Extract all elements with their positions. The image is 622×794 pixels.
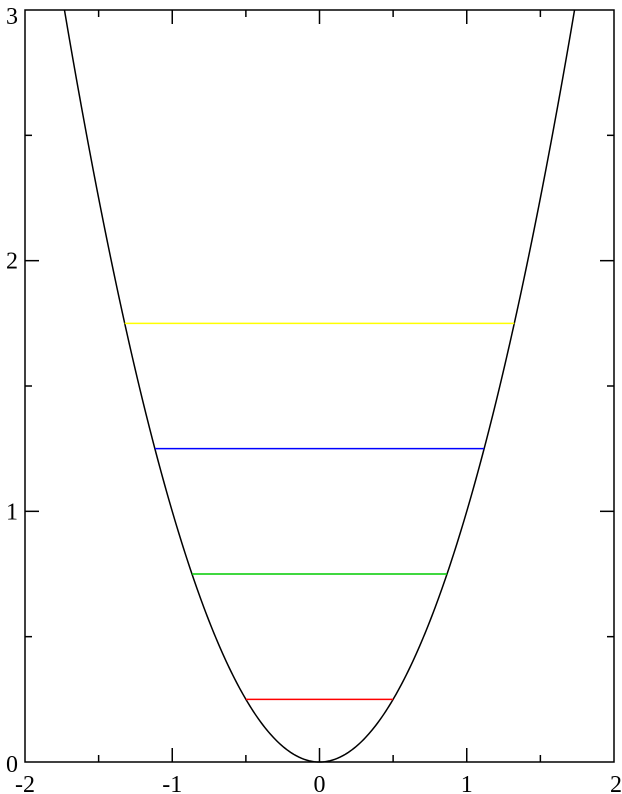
parabola-curve <box>63 9 576 763</box>
x-tick-label: 2 <box>610 772 622 794</box>
x-tick-label: -2 <box>15 772 35 794</box>
y-tick-label: 3 <box>6 4 18 30</box>
x-tick-label: 1 <box>461 772 473 794</box>
y-tick-label: 2 <box>6 249 18 275</box>
y-tick-label: 1 <box>6 499 18 525</box>
x-tick-label: 0 <box>314 772 326 794</box>
plot-frame <box>24 9 615 763</box>
x-tick-label: -1 <box>162 772 182 794</box>
y-tick-label: 0 <box>6 752 18 778</box>
